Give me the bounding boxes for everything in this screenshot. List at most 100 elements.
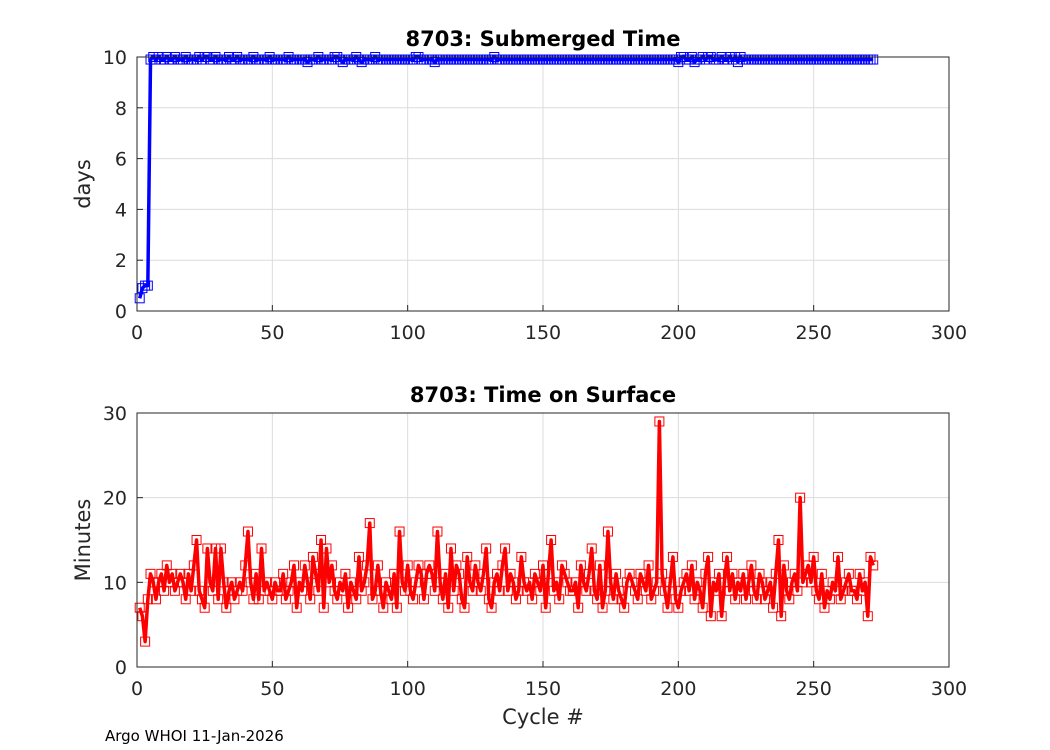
footer-credit: Argo WHOI 11-Jan-2026 xyxy=(105,727,284,745)
data-point-marker xyxy=(202,543,213,554)
data-point-marker xyxy=(191,54,202,65)
data-point-marker xyxy=(467,585,478,596)
axes-frame xyxy=(136,56,950,312)
data-point-marker xyxy=(343,602,354,613)
data-point-marker xyxy=(538,560,548,571)
data-point-marker xyxy=(519,577,530,588)
data-point-marker xyxy=(843,568,854,579)
data-point-marker xyxy=(245,577,256,588)
data-point-marker xyxy=(134,602,145,613)
data-point-marker xyxy=(169,585,180,596)
data-point-marker xyxy=(535,585,546,596)
data-point-marker xyxy=(697,602,708,613)
y-tick-labels: 0 10 20 30 xyxy=(103,403,127,679)
data-point-marker xyxy=(689,57,700,68)
y-tick-label: 10 xyxy=(103,47,127,69)
data-point-marker xyxy=(500,543,511,554)
data-point-marker xyxy=(356,57,367,68)
data-point-marker xyxy=(196,54,207,65)
data-point-marker xyxy=(621,577,632,588)
data-point-marker xyxy=(337,57,348,68)
data-point-marker xyxy=(137,283,148,294)
data-point-marker xyxy=(681,568,692,579)
data-point-marker xyxy=(310,54,321,65)
y-tick-label: 30 xyxy=(103,403,127,425)
data-point-marker xyxy=(527,594,538,605)
data-point-marker xyxy=(741,594,751,605)
data-point-marker xyxy=(286,577,297,588)
data-point-marker xyxy=(451,560,462,571)
data-point-marker xyxy=(743,577,754,588)
data-point-marker xyxy=(835,594,846,605)
x-tick-label: 250 xyxy=(796,322,832,344)
data-point-marker xyxy=(164,577,175,588)
data-point-marker xyxy=(178,54,189,65)
data-point-marker xyxy=(735,585,746,596)
data-point-marker xyxy=(781,585,792,596)
data-point-marker xyxy=(299,560,310,571)
data-point-marker xyxy=(787,577,798,588)
data-point-marker xyxy=(245,54,256,65)
data-point-marker xyxy=(732,577,743,588)
data-point-marker xyxy=(348,585,359,596)
data-point-marker xyxy=(399,585,410,596)
data-point-marker xyxy=(765,577,776,588)
data-point-marker xyxy=(159,585,170,596)
data-point-marker xyxy=(329,585,340,596)
data-point-marker xyxy=(676,585,687,596)
data-point-marker xyxy=(833,551,844,562)
data-point-marker xyxy=(462,551,473,562)
data-point-marker xyxy=(827,577,838,588)
data-point-marker xyxy=(194,585,205,596)
data-point-marker xyxy=(356,585,367,596)
data-point-marker xyxy=(754,568,765,579)
data-point-marker xyxy=(261,54,272,65)
data-point-marker xyxy=(207,54,218,65)
data-point-marker xyxy=(297,585,308,596)
data-point-marker xyxy=(429,57,440,68)
data-point-marker xyxy=(854,568,865,579)
data-point-marker xyxy=(362,560,373,571)
y-tick-label: 0 xyxy=(115,301,127,323)
data-point-marker xyxy=(849,585,860,596)
data-point-marker xyxy=(600,585,611,596)
data-point-marker xyxy=(196,594,207,605)
data-point-marker xyxy=(359,577,370,588)
data-point-marker xyxy=(397,577,408,588)
data-point-marker xyxy=(581,585,592,596)
data-point-marker xyxy=(464,577,475,588)
x-tick-label: 150 xyxy=(525,322,561,344)
data-point-marker xyxy=(865,551,876,562)
data-point-marker xyxy=(546,535,557,545)
data-point-marker xyxy=(335,54,345,65)
data-point-marker xyxy=(383,585,394,596)
data-point-marker xyxy=(280,594,291,605)
data-point-marker xyxy=(248,594,259,605)
data-point-marker xyxy=(773,535,784,545)
data-point-marker xyxy=(862,611,873,622)
data-point-marker xyxy=(326,560,337,571)
data-point-marker xyxy=(321,543,332,554)
data-point-marker xyxy=(367,54,378,65)
data-point-marker xyxy=(307,551,318,562)
data-point-marker xyxy=(746,560,757,571)
data-point-marker xyxy=(443,602,454,613)
data-point-marker xyxy=(213,594,224,605)
data-point-marker xyxy=(659,585,670,596)
data-point-marker xyxy=(261,577,272,588)
data-point-marker xyxy=(841,577,852,588)
data-point-marker xyxy=(711,585,722,596)
data-point-marker xyxy=(554,594,565,605)
data-point-marker xyxy=(207,585,218,596)
data-point-marker xyxy=(408,594,419,605)
data-point-marker xyxy=(394,526,405,537)
data-point-marker xyxy=(140,636,151,647)
data-point-marker xyxy=(602,526,613,537)
data-point-marker xyxy=(789,568,800,579)
data-point-marker xyxy=(673,57,684,68)
data-point-marker xyxy=(608,594,619,605)
data-point-marker xyxy=(391,602,402,613)
y-tick-label: 6 xyxy=(115,149,127,171)
data-point-marker xyxy=(684,585,695,596)
data-point-marker xyxy=(486,54,497,65)
